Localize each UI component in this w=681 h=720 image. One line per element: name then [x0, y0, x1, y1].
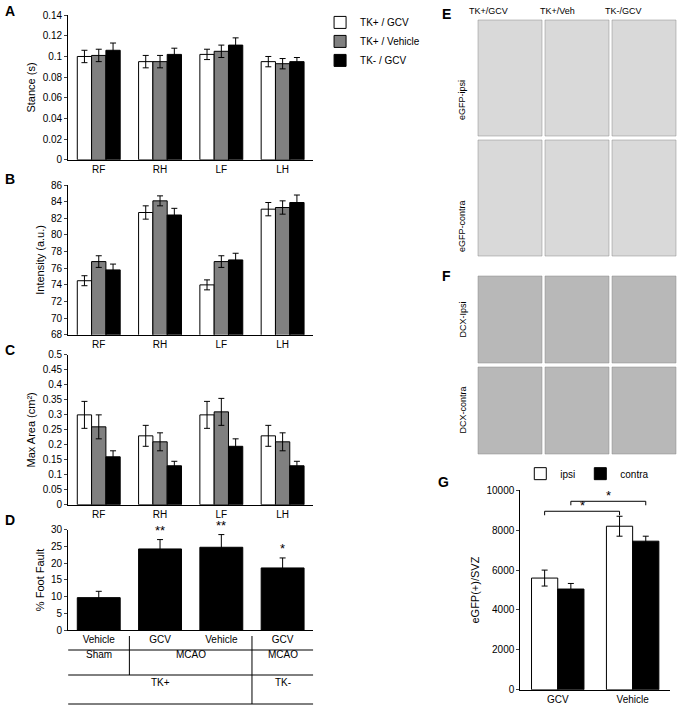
svg-text:LF: LF — [215, 339, 227, 350]
svg-text:RF: RF — [92, 339, 105, 350]
svg-text:Sham: Sham — [86, 649, 112, 660]
svg-text:0.06: 0.06 — [43, 92, 63, 103]
svg-text:80: 80 — [51, 229, 63, 240]
svg-text:**: ** — [216, 518, 226, 533]
svg-text:72: 72 — [51, 296, 63, 307]
svg-text:LF: LF — [215, 164, 227, 175]
svg-text:F: F — [442, 268, 451, 284]
svg-text:LH: LH — [276, 509, 289, 520]
svg-text:GCV: GCV — [272, 634, 294, 645]
svg-text:MCAO: MCAO — [176, 649, 206, 660]
svg-text:30: 30 — [51, 524, 63, 535]
svg-text:0: 0 — [509, 684, 515, 695]
svg-text:0.2: 0.2 — [48, 439, 62, 450]
svg-text:% Foot Fault: % Foot Fault — [34, 549, 46, 611]
svg-text:TK- / GCV: TK- / GCV — [360, 55, 406, 66]
svg-text:0.3: 0.3 — [48, 409, 62, 420]
svg-text:E: E — [442, 6, 451, 22]
svg-text:**: ** — [155, 523, 165, 538]
svg-text:Vehicle: Vehicle — [617, 694, 650, 705]
svg-text:LH: LH — [276, 164, 289, 175]
svg-text:2000: 2000 — [492, 644, 515, 655]
svg-text:Max Area (cm²): Max Area (cm²) — [25, 392, 37, 467]
svg-text:6000: 6000 — [492, 565, 515, 576]
svg-text:76: 76 — [51, 263, 63, 274]
svg-text:0.05: 0.05 — [43, 484, 63, 495]
svg-text:Stance (s): Stance (s) — [25, 62, 37, 112]
svg-text:0.02: 0.02 — [43, 134, 63, 145]
svg-text:GCV: GCV — [547, 694, 569, 705]
svg-text:8000: 8000 — [492, 525, 515, 536]
svg-text:*: * — [606, 488, 611, 503]
svg-text:0.12: 0.12 — [43, 30, 63, 41]
svg-text:0.08: 0.08 — [43, 72, 63, 83]
svg-text:10: 10 — [51, 591, 63, 602]
svg-text:0: 0 — [57, 499, 63, 510]
svg-text:0: 0 — [57, 154, 63, 165]
svg-text:DCX-contra: DCX-contra — [458, 386, 468, 433]
svg-text:10000: 10000 — [486, 485, 514, 496]
svg-text:0.35: 0.35 — [43, 394, 63, 405]
svg-text:RF: RF — [92, 164, 105, 175]
svg-text:82: 82 — [51, 213, 63, 224]
svg-text:B: B — [5, 171, 15, 187]
svg-text:4000: 4000 — [492, 604, 515, 615]
svg-text:LH: LH — [276, 339, 289, 350]
svg-text:20: 20 — [51, 558, 63, 569]
svg-text:C: C — [5, 342, 15, 358]
svg-text:eGFP(+)/SVZ: eGFP(+)/SVZ — [469, 556, 481, 623]
svg-text:Intensity (a.u.): Intensity (a.u.) — [34, 225, 46, 295]
svg-text:DCX-Ipsi: DCX-Ipsi — [458, 301, 468, 337]
svg-text:TK+ / Vehicle: TK+ / Vehicle — [360, 36, 420, 47]
svg-text:contra: contra — [620, 469, 648, 480]
svg-text:eGFP-contra: eGFP-contra — [457, 200, 467, 252]
svg-text:RF: RF — [92, 509, 105, 520]
svg-text:TK-/GCV: TK-/GCV — [605, 6, 642, 16]
svg-text:eGFP-ipsi: eGFP-ipsi — [457, 80, 467, 120]
svg-text:0.14: 0.14 — [43, 10, 63, 21]
svg-text:25: 25 — [51, 541, 63, 552]
svg-text:Vehicle: Vehicle — [83, 634, 116, 645]
svg-text:GCV: GCV — [149, 634, 171, 645]
svg-text:86: 86 — [51, 180, 63, 191]
svg-text:TK-: TK- — [275, 677, 291, 688]
svg-text:A: A — [5, 3, 15, 19]
svg-text:84: 84 — [51, 196, 63, 207]
svg-text:0.15: 0.15 — [43, 454, 63, 465]
svg-text:74: 74 — [51, 279, 63, 290]
svg-text:0.1: 0.1 — [48, 469, 62, 480]
svg-text:0.45: 0.45 — [43, 364, 63, 375]
svg-text:ipsi: ipsi — [560, 469, 575, 480]
svg-text:TK+ / GCV: TK+ / GCV — [360, 17, 409, 28]
svg-text:LF: LF — [215, 509, 227, 520]
svg-text:G: G — [438, 474, 449, 490]
svg-text:70: 70 — [51, 313, 63, 324]
svg-text:0.1: 0.1 — [48, 51, 62, 62]
svg-text:78: 78 — [51, 246, 63, 257]
svg-text:0: 0 — [57, 625, 63, 636]
svg-text:D: D — [5, 512, 15, 528]
svg-text:RH: RH — [153, 164, 167, 175]
svg-text:TK+: TK+ — [151, 677, 170, 688]
svg-text:TK+/GCV: TK+/GCV — [469, 6, 508, 16]
svg-text:RH: RH — [153, 339, 167, 350]
svg-text:RH: RH — [153, 509, 167, 520]
svg-text:0.4: 0.4 — [48, 379, 62, 390]
svg-text:TK+/Veh: TK+/Veh — [540, 6, 575, 16]
svg-text:0.25: 0.25 — [43, 424, 63, 435]
svg-text:0.5: 0.5 — [48, 349, 62, 360]
svg-text:0.04: 0.04 — [43, 113, 63, 124]
svg-text:5: 5 — [57, 608, 63, 619]
svg-text:*: * — [580, 498, 585, 513]
svg-text:MCAO: MCAO — [268, 649, 298, 660]
svg-text:*: * — [280, 541, 285, 556]
svg-text:Vehicle: Vehicle — [205, 634, 238, 645]
svg-text:68: 68 — [51, 329, 63, 340]
svg-text:15: 15 — [51, 574, 63, 585]
